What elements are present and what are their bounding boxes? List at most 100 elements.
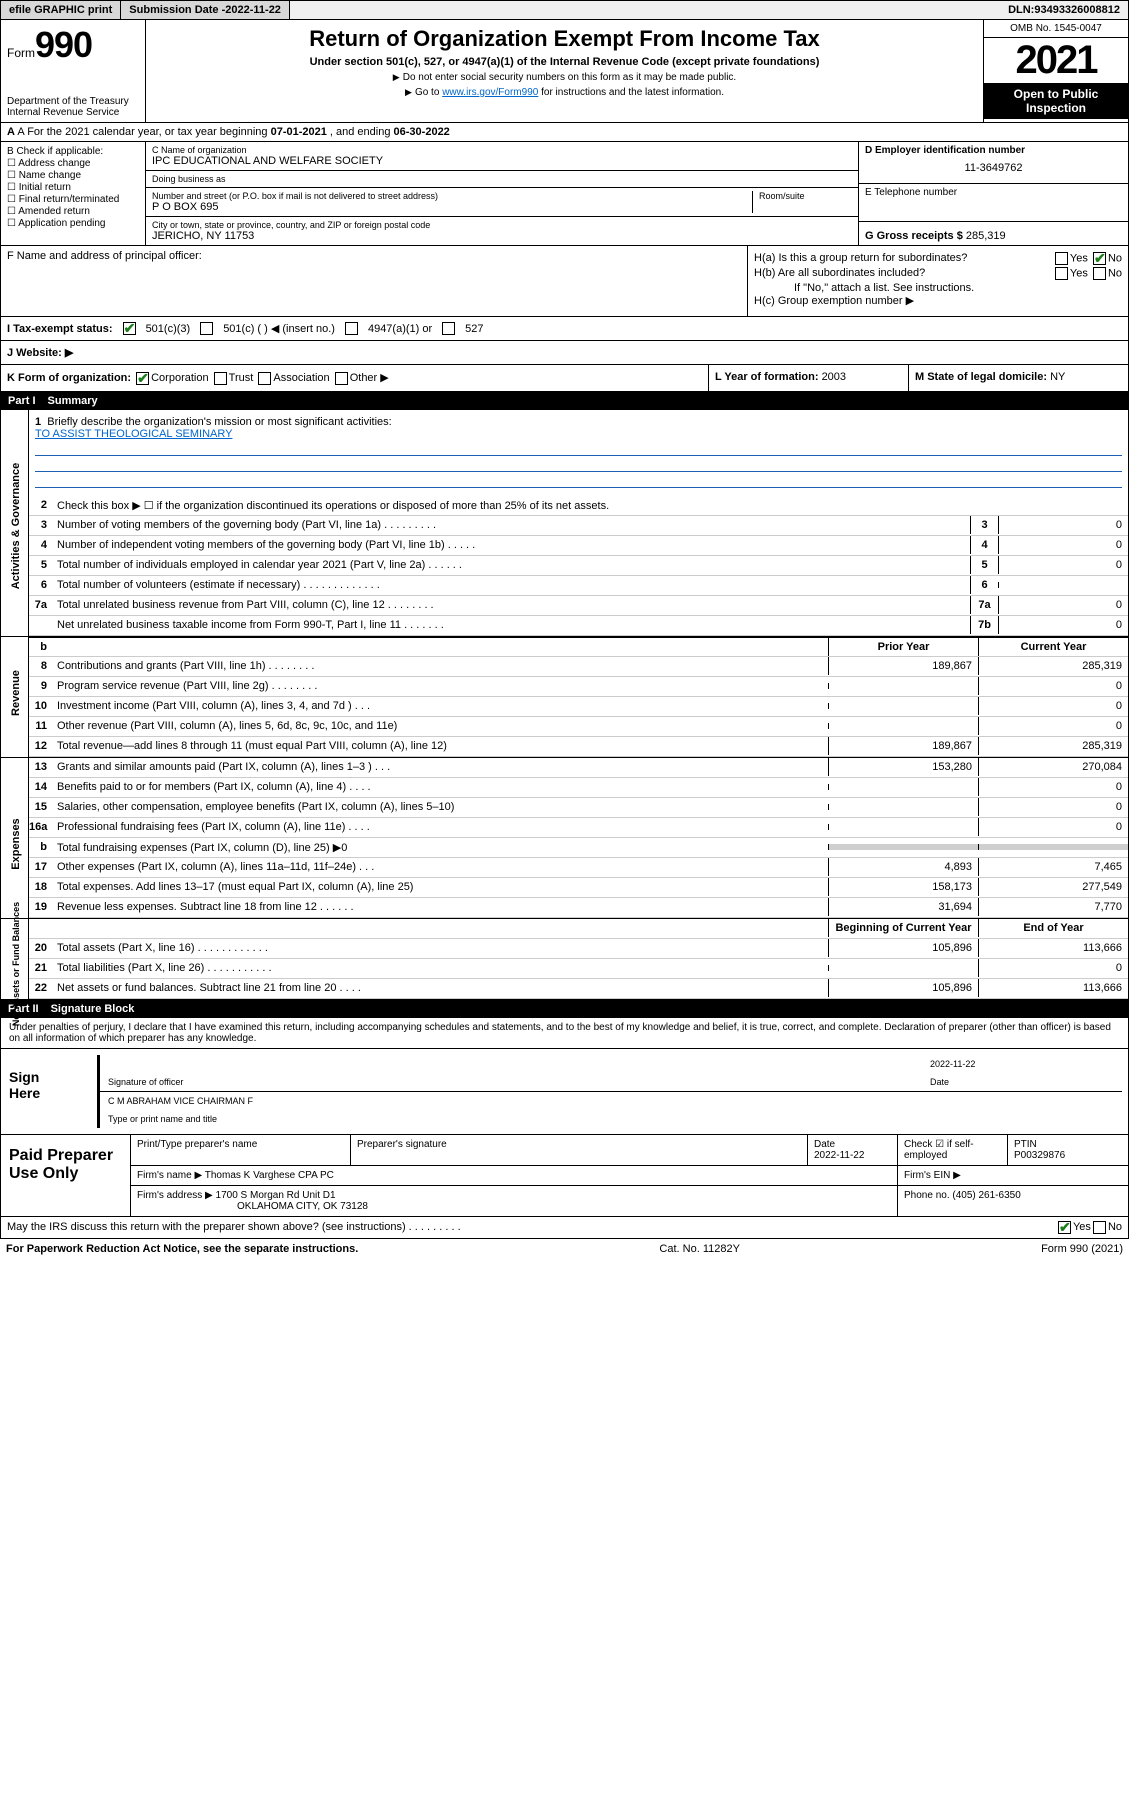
i-label: I Tax-exempt status: [7, 323, 113, 335]
b-label: B Check if applicable: [7, 146, 139, 157]
k-left: K Form of organization: Corporation Trus… [1, 365, 708, 391]
line-num: 21 [29, 962, 53, 974]
line-num: 13 [29, 761, 53, 773]
line-num: 8 [29, 660, 53, 672]
hb-yes[interactable] [1055, 267, 1068, 280]
line-text: Check this box ▶ ☐ if the organization d… [53, 496, 1128, 515]
line-text: Other revenue (Part VIII, column (A), li… [53, 717, 828, 735]
part2-title: Signature Block [51, 1003, 135, 1015]
hdr-current: Current Year [978, 638, 1128, 656]
a-prefix: A For the 2021 calendar year, or tax yea… [17, 126, 270, 138]
line-num: 5 [29, 559, 53, 571]
line-prior: 4,893 [828, 858, 978, 876]
line-num: 2 [29, 499, 53, 511]
i-4947[interactable] [345, 322, 358, 335]
line-boxn: 4 [970, 536, 998, 554]
paid-h5: PTIN [1014, 1139, 1122, 1150]
hb-label: H(b) Are all subordinates included? [754, 267, 925, 280]
paid-h1: Print/Type preparer's name [131, 1135, 351, 1165]
line-7a: 7a Total unrelated business revenue from… [29, 596, 1128, 616]
line-num: 3 [29, 519, 53, 531]
col-h-group: H(a) Is this a group return for subordin… [748, 246, 1128, 316]
chk-final[interactable]: ☐ Final return/terminated [7, 194, 139, 205]
k-trust[interactable] [214, 372, 227, 385]
gov-section: Activities & Governance 1 Briefly descri… [0, 410, 1129, 637]
c-name-label: C Name of organization [152, 145, 852, 155]
line-text: Total number of individuals employed in … [53, 556, 970, 574]
irs-link[interactable]: www.irs.gov/Form990 [442, 87, 538, 98]
paid-preparer-block: Paid Preparer Use Only Print/Type prepar… [0, 1135, 1129, 1217]
line-current: 0 [978, 818, 1128, 836]
line-num: 20 [29, 942, 53, 954]
line-num: 9 [29, 680, 53, 692]
line-11: 11 Other revenue (Part VIII, column (A),… [29, 717, 1128, 737]
line-current: 7,465 [978, 858, 1128, 876]
i-501c3[interactable] [123, 322, 136, 335]
mission-val[interactable]: TO ASSIST THEOLOGICAL SEMINARY [35, 428, 232, 440]
i-527[interactable] [442, 322, 455, 335]
line-text: Investment income (Part VIII, column (A)… [53, 697, 828, 715]
line-current: 0 [978, 677, 1128, 695]
line-current: 270,084 [978, 758, 1128, 776]
note-goto: Go to www.irs.gov/Form990 for instructio… [156, 87, 973, 98]
line-boxv: 0 [998, 616, 1128, 634]
line-20: 20 Total assets (Part X, line 16) . . . … [29, 939, 1128, 959]
line-7b: Net unrelated business taxable income fr… [29, 616, 1128, 636]
exp-section: Expenses 13 Grants and similar amounts p… [0, 758, 1129, 919]
i-501c[interactable] [200, 322, 213, 335]
line-prior: 189,867 [828, 657, 978, 675]
ha-no[interactable] [1093, 252, 1106, 265]
submission-date-button[interactable]: Submission Date - 2022-11-22 [121, 1, 290, 19]
e-phone-value [865, 198, 1122, 218]
hdr-end: End of Year [978, 919, 1128, 937]
c-name-value: IPC EDUCATIONAL AND WELFARE SOCIETY [152, 155, 852, 167]
chk-address[interactable]: ☐ Address change [7, 158, 139, 169]
line-current: 0 [978, 798, 1128, 816]
chk-pending[interactable]: ☐ Application pending [7, 218, 139, 229]
line-text: Revenue less expenses. Subtract line 18 … [53, 898, 828, 916]
line-text: Benefits paid to or for members (Part IX… [53, 778, 828, 796]
form-label: Form990 [7, 24, 139, 66]
part1-num: Part I [8, 395, 36, 407]
line-18: 18 Total expenses. Add lines 13–17 (must… [29, 878, 1128, 898]
hb-no[interactable] [1093, 267, 1106, 280]
chk-name[interactable]: ☐ Name change [7, 170, 139, 181]
line-current: 7,770 [978, 898, 1128, 916]
chk-initial[interactable]: ☐ Initial return [7, 182, 139, 193]
k-other[interactable] [335, 372, 348, 385]
f-label: F Name and address of principal officer: [7, 250, 741, 262]
header-left: Form990 Department of the Treasury Inter… [1, 20, 146, 122]
line-text: Total revenue—add lines 8 through 11 (mu… [53, 737, 828, 755]
line-12: 12 Total revenue—add lines 8 through 11 … [29, 737, 1128, 757]
line-2: 2 Check this box ▶ ☐ if the organization… [29, 496, 1128, 516]
d-ein-label: D Employer identification number [865, 145, 1122, 156]
line-6: 6 Total number of volunteers (estimate i… [29, 576, 1128, 596]
line-prior [828, 844, 978, 850]
line-5: 5 Total number of individuals employed i… [29, 556, 1128, 576]
k-corp[interactable] [136, 372, 149, 385]
line-num: 17 [29, 861, 53, 873]
may-yes[interactable] [1058, 1221, 1071, 1234]
a-end: 06-30-2022 [394, 126, 450, 138]
hdr-begin: Beginning of Current Year [828, 919, 978, 937]
omb-number: OMB No. 1545-0047 [984, 20, 1128, 38]
form-header: Form990 Department of the Treasury Inter… [0, 20, 1129, 123]
net-section: Net Assets or Fund Balances Beginning of… [0, 919, 1129, 1000]
may-no[interactable] [1093, 1221, 1106, 1234]
tab-exp: Expenses [1, 758, 29, 918]
line-prior: 105,896 [828, 939, 978, 957]
d-ein-value: 11-3649762 [865, 156, 1122, 180]
sig-date-label: Date [922, 1075, 1122, 1089]
efile-print-button[interactable]: efile GRAPHIC print [1, 1, 121, 19]
grid-bcd: B Check if applicable: ☐ Address change … [0, 142, 1129, 246]
paid-h4: Check ☑ if self-employed [898, 1135, 1008, 1165]
ha-yes[interactable] [1055, 252, 1068, 265]
k-assoc[interactable] [258, 372, 271, 385]
note-ssn: Do not enter social security numbers on … [156, 72, 973, 83]
line-prior [828, 703, 978, 709]
paid-h3: Date [814, 1139, 891, 1150]
line-num: 15 [29, 801, 53, 813]
part1-title: Summary [48, 395, 98, 407]
chk-amended[interactable]: ☐ Amended return [7, 206, 139, 217]
firm-addr1: 1700 S Morgan Rd Unit D1 [216, 1190, 336, 1201]
